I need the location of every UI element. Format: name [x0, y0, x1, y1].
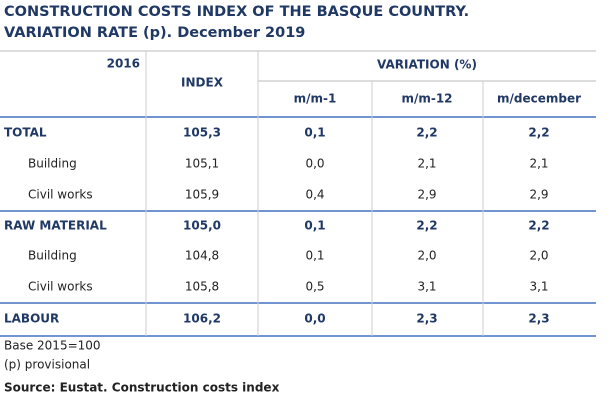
cell: 105,3 [183, 126, 221, 140]
source: Source: Eustat. Construction costs index [4, 381, 280, 395]
index-header: INDEX [181, 76, 224, 90]
cell: 0,0 [305, 157, 324, 171]
column-lines [145, 51, 484, 336]
cell: 2,3 [528, 312, 549, 326]
cell: 0,1 [304, 219, 325, 233]
cell: 0,4 [305, 188, 324, 202]
cell: 3,1 [529, 280, 548, 294]
cell: 105,9 [185, 188, 219, 202]
cell: 2,2 [528, 219, 549, 233]
title-line: CONSTRUCTION COSTS INDEX OF THE BASQUE C… [4, 4, 469, 20]
cell: 2,9 [529, 188, 548, 202]
cell: 2,0 [529, 249, 548, 263]
row-label: Building [28, 157, 77, 171]
cell: 2,0 [417, 249, 436, 263]
variation-header: VARIATION (%) [377, 58, 477, 72]
cell: 2,1 [529, 157, 548, 171]
cell: 2,2 [528, 126, 549, 140]
cell: 0,1 [304, 126, 325, 140]
cell: 0,5 [305, 280, 324, 294]
row-label: LABOUR [4, 312, 59, 326]
row-label: Building [28, 249, 77, 263]
cell: 3,1 [417, 280, 436, 294]
row-label: TOTAL [4, 126, 47, 140]
cell: 2,2 [416, 219, 437, 233]
cell: 105,1 [185, 157, 219, 171]
title-line: VARIATION RATE (p). December 2019 [4, 25, 305, 41]
cell: 105,8 [185, 280, 219, 294]
cell: 106,2 [183, 312, 221, 326]
subcolumn-header: m/m-12 [401, 92, 452, 106]
cell: 2,3 [416, 312, 437, 326]
cell: 0,1 [305, 249, 324, 263]
cell: 104,8 [185, 249, 219, 263]
cell: 2,2 [416, 126, 437, 140]
cell: 2,1 [417, 157, 436, 171]
subcolumn-header: m/m-1 [294, 92, 337, 106]
subcolumn-header: m/december [497, 92, 581, 106]
cell: 105,0 [183, 219, 221, 233]
cell: 2,9 [417, 188, 436, 202]
year-header: 2016 [107, 57, 140, 71]
row-label: Civil works [28, 188, 93, 202]
row-label: Civil works [28, 280, 93, 294]
row-label: RAW MATERIAL [4, 219, 107, 233]
note: Base 2015=100 [4, 339, 101, 353]
cell: 0,0 [304, 312, 325, 326]
note: (p) provisional [4, 358, 90, 372]
